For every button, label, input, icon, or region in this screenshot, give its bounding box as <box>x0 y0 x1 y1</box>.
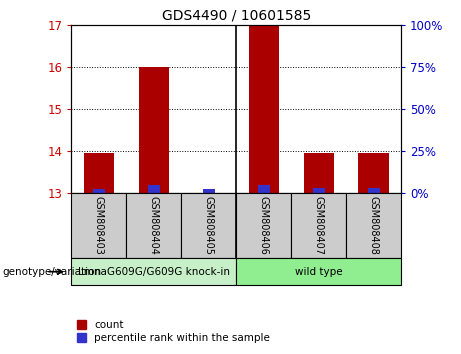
Bar <box>291 193 346 258</box>
Text: GSM808403: GSM808403 <box>94 196 104 255</box>
Bar <box>181 193 236 258</box>
Text: GSM808404: GSM808404 <box>149 196 159 255</box>
Bar <box>303 153 334 193</box>
Bar <box>359 153 389 193</box>
Bar <box>313 188 325 193</box>
Bar <box>203 189 215 193</box>
Text: GSM808406: GSM808406 <box>259 196 269 255</box>
Text: wild type: wild type <box>295 267 343 277</box>
Bar <box>148 185 160 193</box>
Text: GSM808408: GSM808408 <box>369 196 378 255</box>
Text: genotype/variation: genotype/variation <box>2 267 101 277</box>
Bar <box>367 188 380 193</box>
Bar <box>258 185 270 193</box>
Legend: count, percentile rank within the sample: count, percentile rank within the sample <box>77 320 270 343</box>
Bar <box>71 258 236 285</box>
Title: GDS4490 / 10601585: GDS4490 / 10601585 <box>162 8 311 22</box>
Text: LmnaG609G/G609G knock-in: LmnaG609G/G609G knock-in <box>78 267 230 277</box>
Bar <box>236 258 401 285</box>
Bar <box>71 193 126 258</box>
Bar <box>126 193 181 258</box>
Bar <box>84 153 114 193</box>
Text: GSM808405: GSM808405 <box>204 196 214 255</box>
Bar <box>93 189 105 193</box>
Bar <box>248 25 279 193</box>
Bar <box>139 67 169 193</box>
Bar <box>236 193 291 258</box>
Bar <box>346 193 401 258</box>
Text: GSM808407: GSM808407 <box>313 196 324 255</box>
